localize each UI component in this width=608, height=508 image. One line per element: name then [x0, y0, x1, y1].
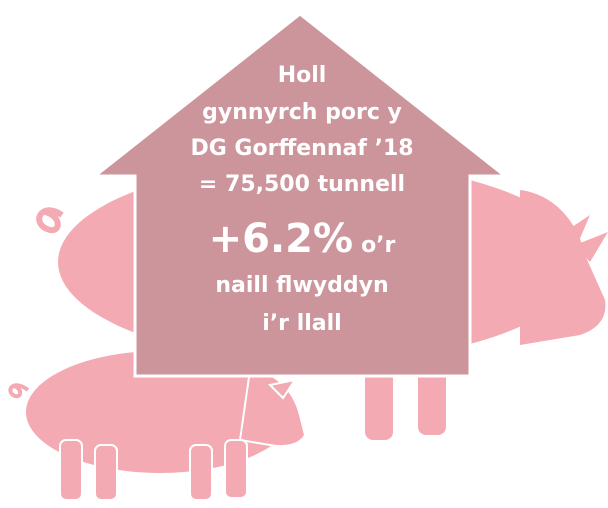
change-line: +6.2% o’r: [209, 216, 396, 262]
headline-line: DG Gorffennaf ’18: [190, 136, 413, 161]
change-line: i’r llall: [262, 311, 341, 336]
house: [90, 12, 510, 378]
change-figure: +6.2%: [209, 216, 353, 262]
headline-line: = 75,500 tunnell: [199, 172, 405, 197]
headline-line: Holl: [278, 63, 327, 88]
headline-line: gynnyrch porc y: [202, 100, 402, 125]
small-pig: [8, 349, 307, 501]
change-text: o’r: [361, 233, 395, 258]
change-line: naill flwyddyn: [215, 273, 388, 298]
